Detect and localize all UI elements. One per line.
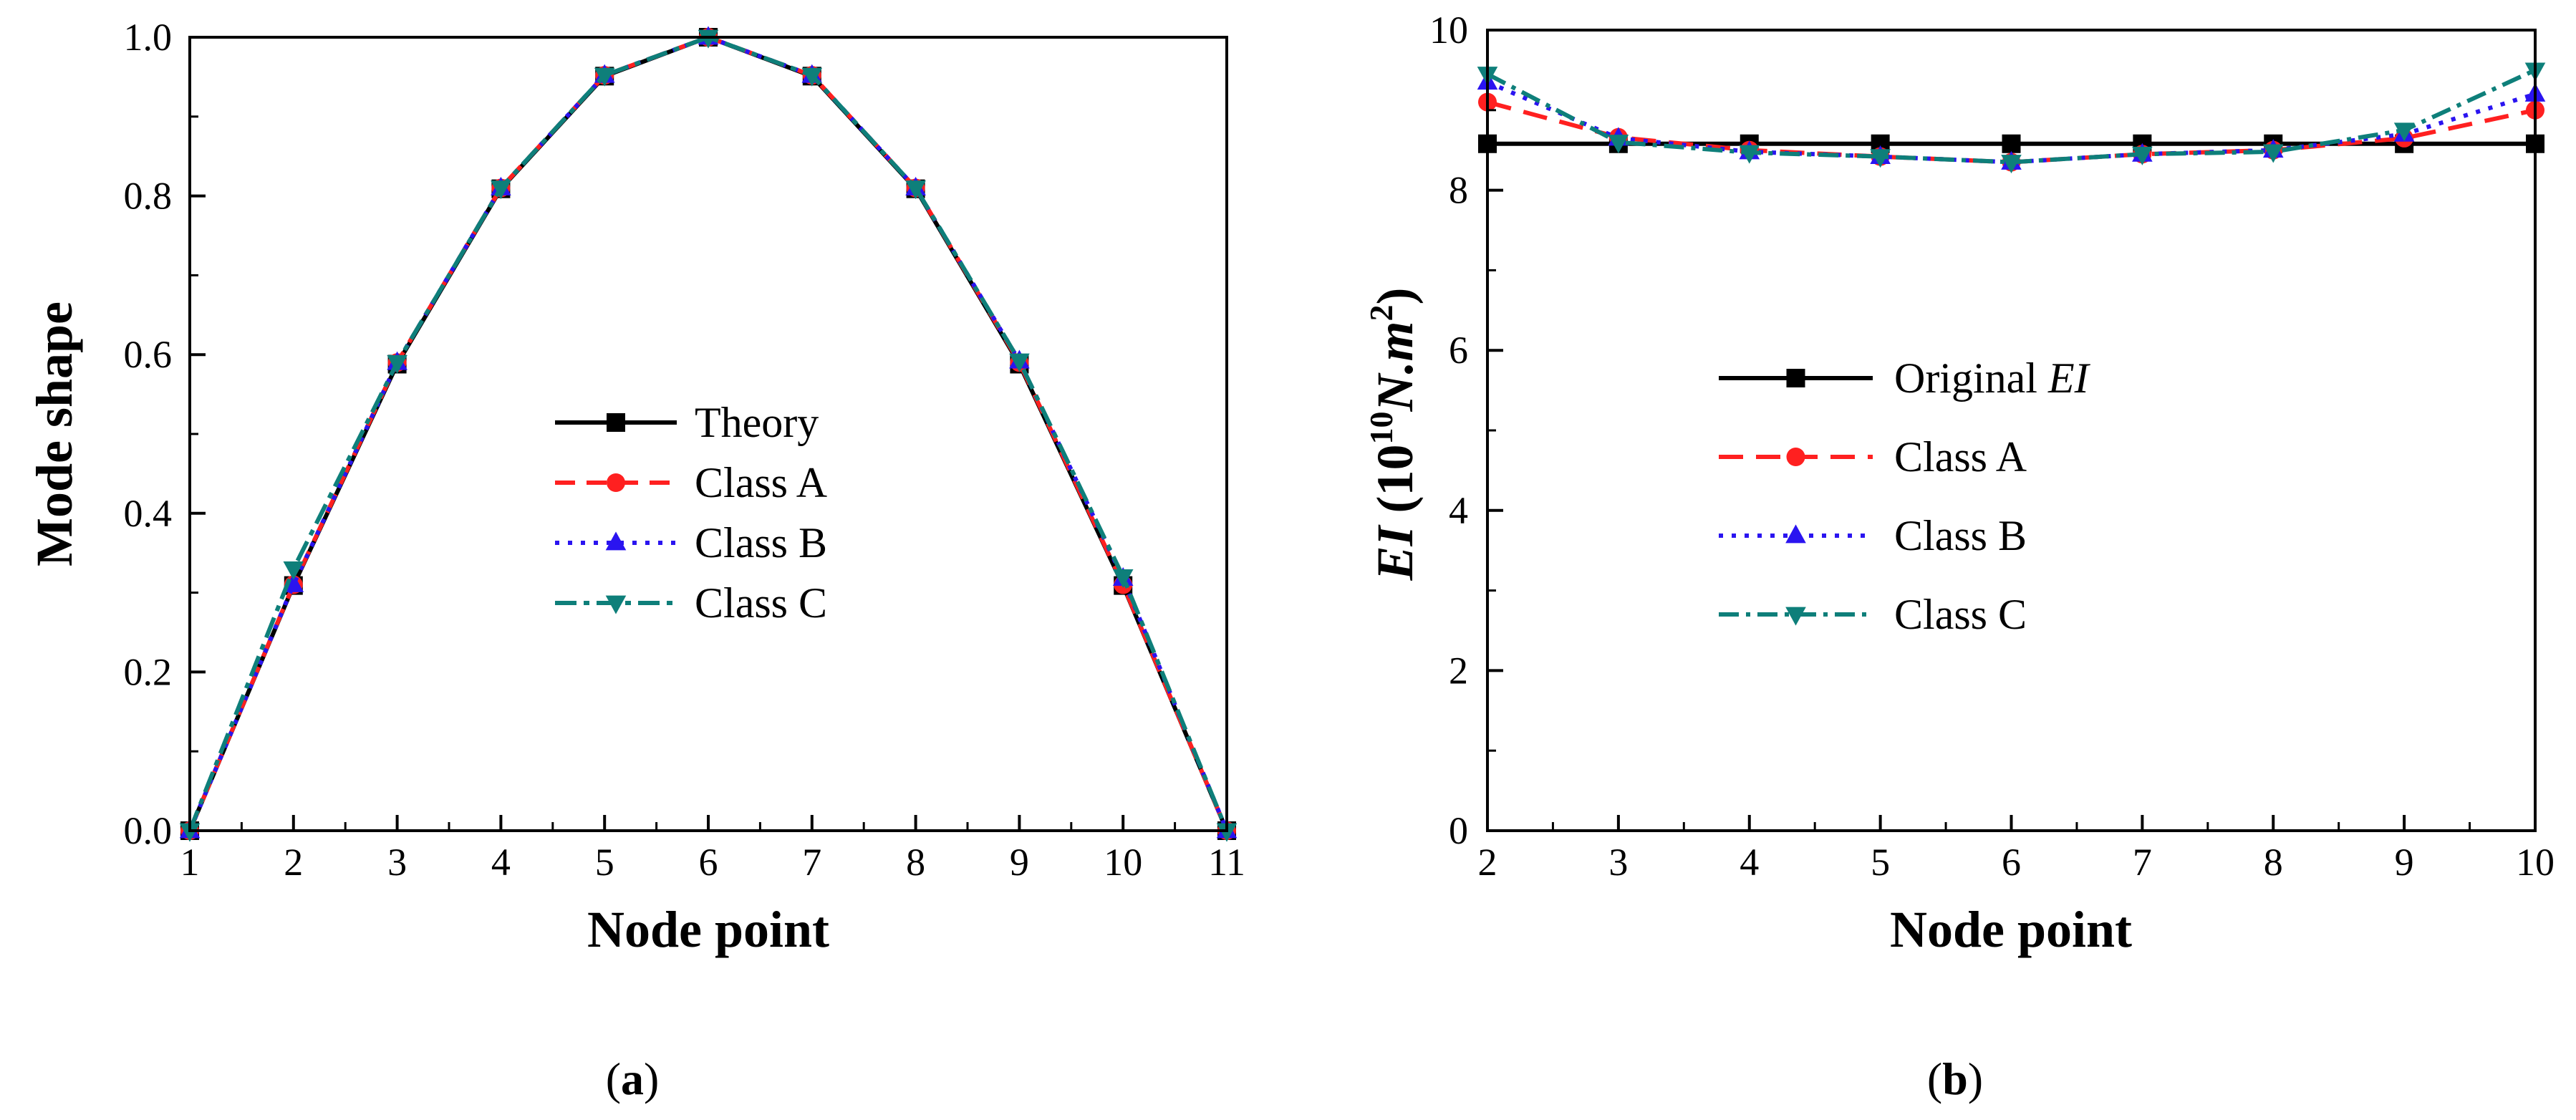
legend-label-text: Class B <box>1894 512 2027 559</box>
panel-b-caption-letter: b <box>1942 1053 1968 1104</box>
legend-label-class-a: Class A <box>695 459 827 506</box>
panel-a-caption-letter: a <box>621 1053 644 1104</box>
panel-b-y-label-open: (10 <box>1366 444 1424 526</box>
x-tick-label: 6 <box>699 841 718 884</box>
data-point-class-c <box>1112 569 1134 589</box>
legend-label-text: Class C <box>1894 591 2027 638</box>
legend-label-text: Class B <box>695 519 827 566</box>
y-tick-label: 0.2 <box>124 650 173 693</box>
x-tick-label: 4 <box>1740 841 1759 884</box>
data-point-class-c <box>698 29 719 49</box>
legend-label-text: Class A <box>1894 433 2027 481</box>
y-tick-label: 4 <box>1449 489 1468 532</box>
panel-b-y-label-close: ) <box>1366 287 1424 304</box>
data-point-class-c <box>1739 145 1760 164</box>
panel-b-y-label-ei: EI <box>1366 523 1424 581</box>
data-point-class-c <box>283 561 304 580</box>
y-tick-label: 0.4 <box>124 492 173 535</box>
x-tick-label: 2 <box>284 841 303 884</box>
data-point-class-c <box>2262 144 2284 163</box>
legend-marker-class-c <box>605 595 627 614</box>
x-tick-label: 10 <box>1104 841 1142 884</box>
panel-b-y-axis-label: EI (1010N.m2) <box>1363 287 1424 581</box>
data-point-class-c <box>1216 823 1238 842</box>
panel-b-y-label-sup2: 2 <box>1363 304 1399 321</box>
x-tick-label: 8 <box>2264 841 2283 884</box>
data-point-class-c <box>387 354 407 374</box>
x-tick-label: 10 <box>2516 841 2555 884</box>
x-tick-label: 3 <box>387 841 407 884</box>
legend-marker-class-b <box>605 531 627 551</box>
data-point-class-c <box>801 67 823 87</box>
y-tick-label: 0.0 <box>124 809 173 852</box>
legend-marker-class-a <box>607 473 625 492</box>
panel-b-y-label-sup1: 10 <box>1363 411 1399 444</box>
data-point-class-c <box>2132 146 2153 165</box>
data-point-class-c <box>179 823 201 842</box>
x-tick-label: 5 <box>595 841 614 884</box>
x-tick-label: 3 <box>1608 841 1628 884</box>
legend-label-class-c: Class C <box>1894 591 2027 638</box>
x-tick-label: 6 <box>2002 841 2021 884</box>
data-point-class-c <box>1870 149 1891 168</box>
legend-label-text: Theory <box>695 399 819 446</box>
x-tick-label: 7 <box>2133 841 2152 884</box>
y-tick-label: 2 <box>1449 649 1468 692</box>
legend-label-class-b: Class B <box>695 519 827 566</box>
legend-label-class-b: Class B <box>1894 512 2027 559</box>
y-tick-label: 10 <box>1429 9 1468 52</box>
legend-marker-original <box>1786 369 1805 387</box>
legend-marker-class-a <box>1786 448 1805 466</box>
y-tick-label: 6 <box>1449 329 1468 372</box>
panel-b-x-axis-label: Node point <box>1890 901 2132 958</box>
x-tick-label: 9 <box>2395 841 2414 884</box>
x-tick-label: 1 <box>180 841 200 884</box>
legend-label-theory: Theory <box>695 399 819 446</box>
x-tick-label: 11 <box>1208 841 1245 884</box>
data-point-class-c <box>2393 122 2415 142</box>
panel-a-x-axis-label: Node point <box>587 901 829 958</box>
data-point-class-c <box>594 67 615 87</box>
panel-a-y-axis-label: Mode shape <box>26 301 83 566</box>
x-tick-label: 7 <box>802 841 821 884</box>
y-tick-label: 0.8 <box>124 175 173 218</box>
panel-b-caption: (b) <box>1927 1053 1983 1104</box>
data-point-class-c <box>491 180 511 200</box>
data-point-class-c <box>905 180 926 200</box>
legend-label-text: Class C <box>695 579 827 627</box>
series-line-class-c <box>188 35 1229 832</box>
data-point-class-c <box>1009 353 1030 372</box>
x-tick-label: 5 <box>1871 841 1890 884</box>
legend-marker-class-c <box>1785 607 1806 626</box>
data-point-class-c <box>2001 155 2022 174</box>
x-tick-label: 8 <box>906 841 925 884</box>
legend-marker-class-b <box>1785 524 1806 544</box>
x-tick-label: 9 <box>1010 841 1029 884</box>
series-line-class-c <box>1486 68 2537 165</box>
legend-label-text: Original <box>1894 354 2037 402</box>
data-point-original <box>2002 134 2021 153</box>
y-tick-label: 0.6 <box>124 333 173 376</box>
legend-label-italic: EI <box>2037 354 2091 402</box>
panel-a-caption: (a) <box>606 1053 660 1104</box>
y-tick-label: 1.0 <box>124 16 173 59</box>
legend-label-original: Original EI <box>1894 354 2091 402</box>
y-tick-label: 8 <box>1449 169 1468 212</box>
x-tick-label: 4 <box>491 841 511 884</box>
data-point-class-c <box>1608 135 1629 154</box>
panel-b-y-label-unit: N.m <box>1366 321 1424 412</box>
legend-label-text: Class A <box>695 459 827 506</box>
y-tick-label: 0 <box>1449 809 1468 852</box>
legend-marker-theory <box>607 413 625 432</box>
panel-a-chart: 1 2 3 4 5 6 7 8 9 10 11 0.0 0.2 0.4 0.6 0.8 1.0 Theory Cl… <box>26 16 1245 1104</box>
x-tick-label: 2 <box>1478 841 1497 884</box>
legend-label-class-c: Class C <box>695 579 827 627</box>
legend-label-class-a: Class A <box>1894 433 2027 481</box>
